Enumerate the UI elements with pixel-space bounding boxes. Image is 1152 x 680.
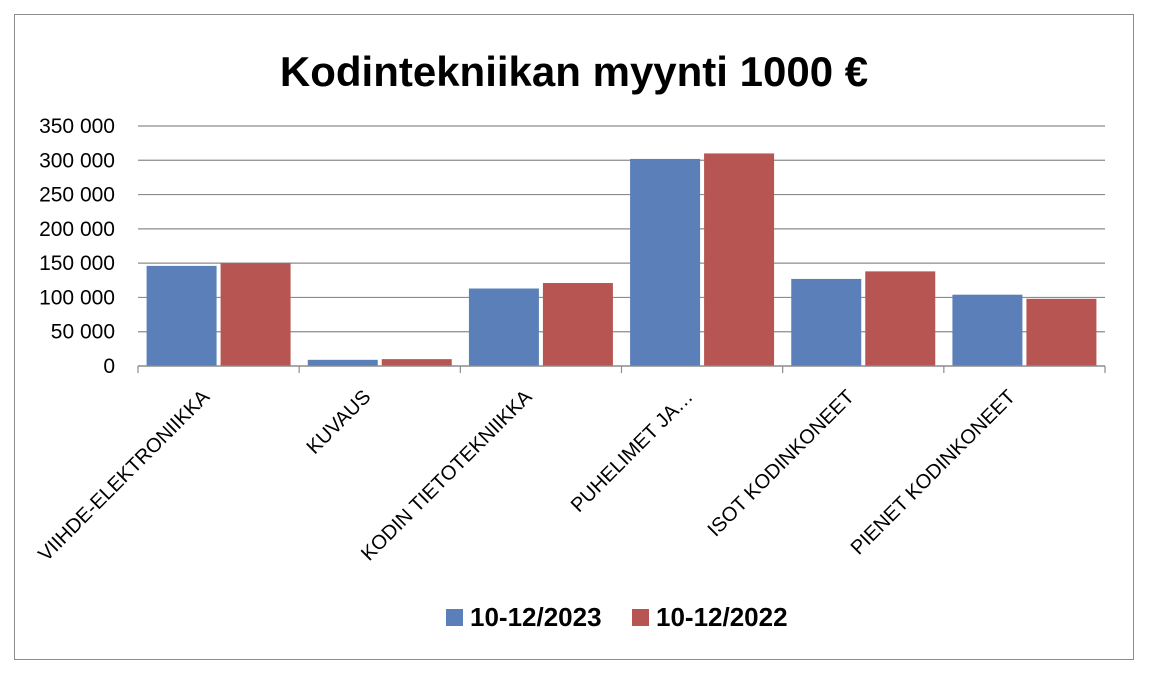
bar: [1026, 298, 1097, 366]
y-tick-label: 250 000: [39, 184, 115, 207]
y-tick-label: 100 000: [39, 286, 115, 309]
y-tick-label: 0: [103, 355, 115, 378]
bar: [307, 359, 378, 366]
bar: [146, 265, 217, 366]
bar: [381, 359, 452, 366]
x-category-label: ISOT KODINKONEET: [704, 386, 859, 541]
y-tick-label: 200 000: [39, 218, 115, 241]
y-tick-label: 50 000: [51, 321, 115, 344]
bar: [542, 283, 613, 366]
y-tick-label: 350 000: [39, 115, 115, 138]
x-axis-ticks: [137, 366, 1106, 373]
bar: [704, 153, 775, 366]
x-category-label: KODIN TIETOTEKNIIKKA: [357, 386, 537, 566]
bar: [468, 288, 539, 366]
chart-title: Kodintekniikan myynti 1000 €: [280, 48, 868, 95]
bar: [952, 294, 1023, 366]
x-category-label: KUVAUS: [303, 386, 376, 459]
y-tick-label: 300 000: [39, 149, 115, 172]
x-category-label: VIIHDE-ELEKTRONIIKKA: [34, 386, 214, 566]
bar: [220, 263, 291, 366]
legend-label: 10-12/2022: [656, 602, 788, 632]
legend-label: 10-12/2023: [470, 602, 602, 632]
bar: [791, 278, 862, 366]
x-category-label: PIENET KODINKONEET: [847, 386, 1020, 559]
legend-swatch: [446, 609, 463, 626]
bars: [146, 153, 1097, 366]
bar: [865, 271, 936, 366]
gridlines: [138, 125, 1105, 333]
bar: [630, 158, 701, 366]
y-axis-ticks: 0 50 000 100 000 150 000 200 000 250 000 300 0…: [39, 115, 115, 378]
x-category-label: PUHELIMET JA…: [567, 386, 698, 517]
legend: 10-12/2023 10-12/2022: [446, 602, 788, 632]
y-tick-label: 150 000: [39, 252, 115, 275]
legend-swatch: [632, 609, 649, 626]
